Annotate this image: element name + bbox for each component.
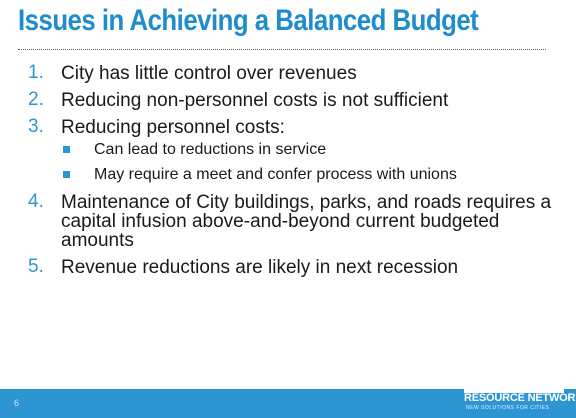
item-number: 5. [28, 256, 44, 277]
page-number: 6 [14, 398, 20, 408]
square-bullet-icon [63, 146, 70, 153]
numbered-list: 1. City has little control over revenues… [28, 62, 558, 283]
item-text: Reducing non-personnel costs is not suff… [61, 90, 449, 111]
sub-list-item: May require a meet and confer process wi… [61, 166, 558, 184]
list-item: 2. Reducing non-personnel costs is not s… [28, 89, 558, 110]
item-number: 1. [28, 62, 44, 83]
list-item: 4. Maintenance of City buildings, parks,… [28, 191, 558, 250]
sub-item-text: Can lead to reductions in service [94, 141, 327, 158]
item-number: 3. [28, 116, 44, 137]
item-text: Maintenance of City buildings, parks, an… [61, 192, 552, 251]
list-item: 5. Revenue reductions are likely in next… [28, 256, 558, 277]
item-number: 4. [28, 191, 44, 212]
list-item: 3. Reducing personnel costs: Can lead to… [28, 116, 558, 184]
item-text: City has little control over revenues [61, 63, 357, 84]
slide-title: Issues in Achieving a Balanced Budget [18, 4, 479, 37]
sub-list-item: Can lead to reductions in service [61, 141, 558, 159]
logo-name: RESOURCE NETWORK [464, 392, 576, 404]
city-skyline-icon [464, 378, 564, 393]
item-number: 2. [28, 89, 44, 110]
item-text: Revenue reductions are likely in next re… [61, 257, 459, 278]
footer-bar [0, 389, 576, 418]
square-bullet-icon [63, 171, 70, 178]
sub-item-text: May require a meet and confer process wi… [94, 166, 457, 183]
resource-network-logo: NATIONAL RESOURCE NETWORK NEW SOLUTIONS … [458, 377, 576, 415]
item-text: Reducing personnel costs: [61, 117, 285, 138]
logo-national-label: NATIONAL [468, 382, 496, 388]
sub-bullet-list: Can lead to reductions in service May re… [61, 141, 558, 184]
list-item: 1. City has little control over revenues [28, 62, 558, 83]
title-divider [18, 49, 546, 50]
logo-tagline: NEW SOLUTIONS FOR CITIES [466, 405, 550, 411]
